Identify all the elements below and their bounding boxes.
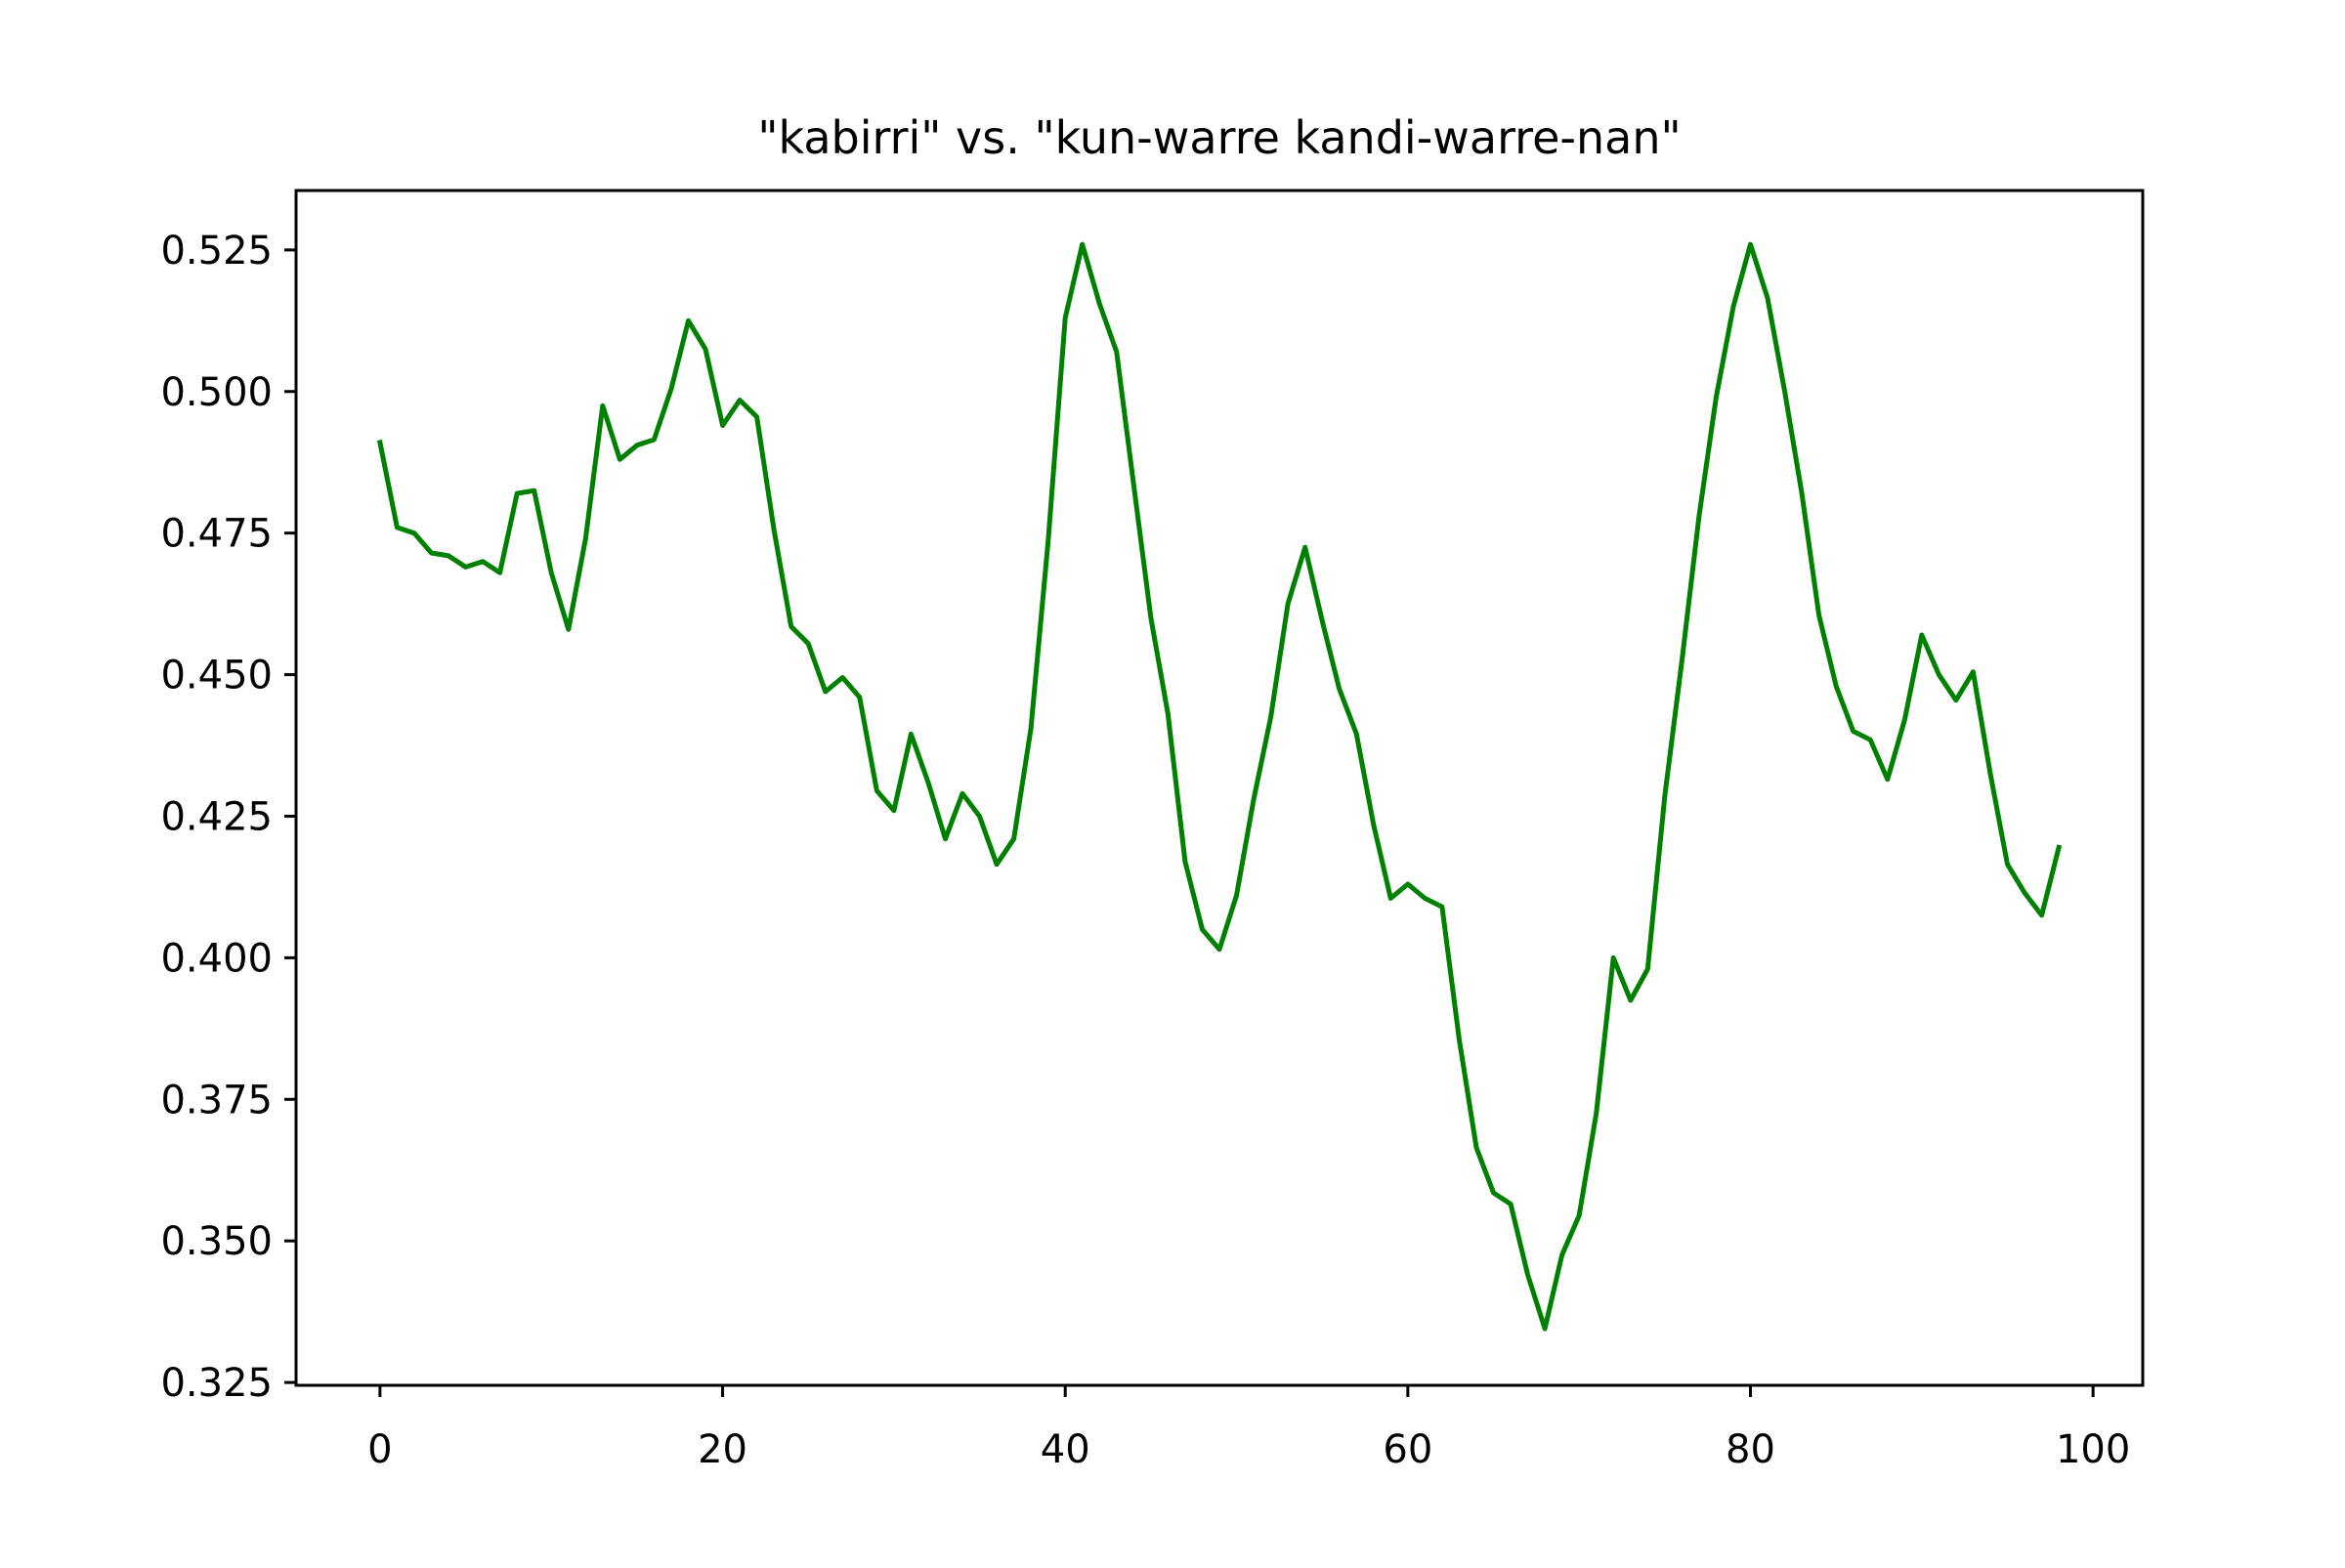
y-tick-label: 0.375 <box>160 1078 273 1123</box>
y-tick-label: 0.500 <box>160 370 273 415</box>
y-tick-label: 0.450 <box>160 654 273 699</box>
x-tick-label: 100 <box>2056 1427 2130 1472</box>
chart-title: "kabirri" vs. "kun-warre kandi-warre-nan… <box>757 111 1681 164</box>
x-tick-label: 60 <box>1383 1427 1432 1472</box>
plot-frame <box>294 189 2145 1387</box>
y-tick-label: 0.350 <box>160 1219 273 1264</box>
x-tick-label: 40 <box>1041 1427 1090 1472</box>
x-tick-label: 20 <box>698 1427 747 1472</box>
y-tick-label: 0.475 <box>160 512 273 557</box>
x-tick-label: 0 <box>367 1427 392 1472</box>
y-tick-label: 0.400 <box>160 936 273 981</box>
y-tick-label: 0.525 <box>160 229 273 274</box>
x-axis: 0 20 40 60 80 100 <box>367 1385 2130 1472</box>
series-layer <box>376 241 2063 1332</box>
y-tick-label: 0.325 <box>160 1361 273 1406</box>
series-line <box>376 241 2063 1332</box>
plot-area <box>296 191 2143 1385</box>
y-axis: 0.325 0.350 0.375 0.400 0.425 0.450 0.475 0.500… <box>160 229 296 1406</box>
x-tick-label: 80 <box>1726 1427 1775 1472</box>
y-tick-label: 0.425 <box>160 794 273 839</box>
